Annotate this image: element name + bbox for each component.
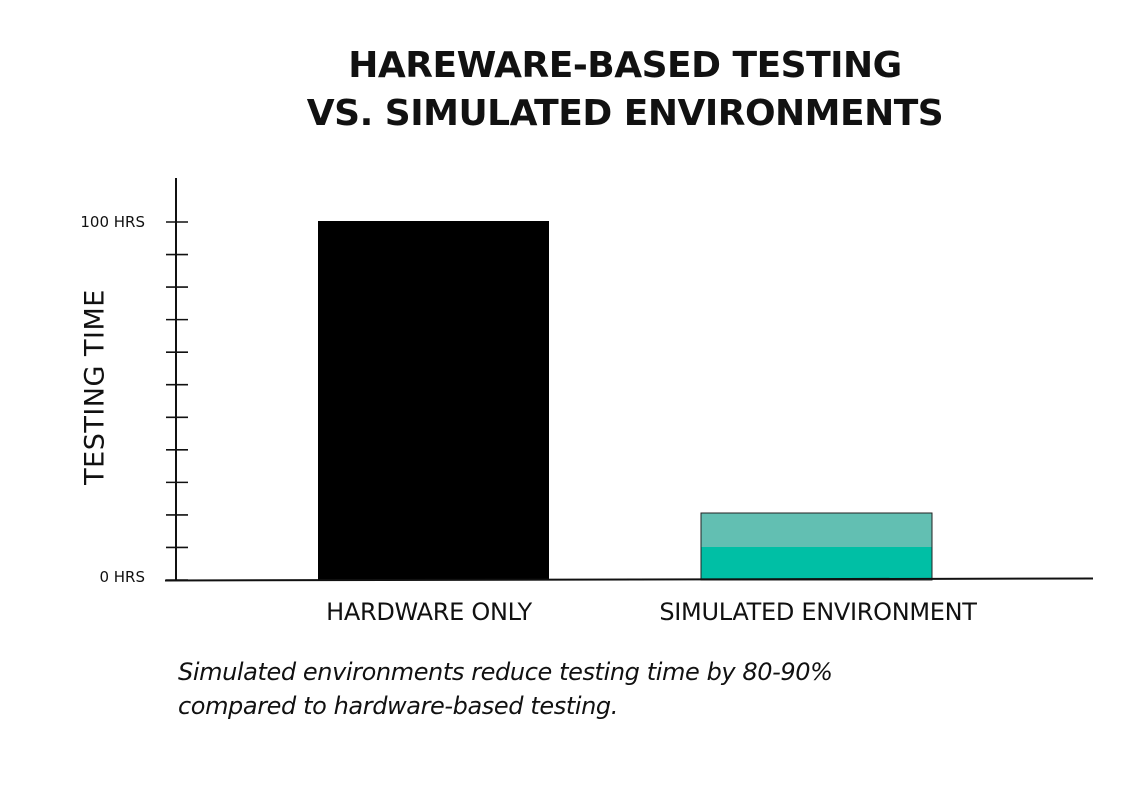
x-category-hardware-only: HARDWARE ONLY: [326, 598, 532, 626]
x-category-simulated-environment: SIMULATED ENVIRONMENT: [659, 598, 977, 626]
caption-line-2: compared to hardware-based testing.: [178, 692, 618, 720]
chart-title-line-2: VS. SIMULATED ENVIRONMENTS: [306, 93, 944, 134]
chart-title: HAREWARE-BASED TESTING VS. SIMULATED ENV…: [0, 42, 1140, 138]
y-tick-label-100: 100 HRS: [80, 213, 145, 231]
caption-line-1: Simulated environments reduce testing ti…: [178, 658, 833, 686]
chart-title-line-1: HAREWARE-BASED TESTING: [348, 45, 902, 86]
bar-hardware-only: [318, 221, 549, 580]
x-axis-line: [164, 577, 1094, 582]
y-tick-label-0: 0 HRS: [99, 568, 145, 586]
chart-caption: Simulated environments reduce testing ti…: [178, 655, 833, 723]
bar-simulated-min: [701, 547, 932, 580]
